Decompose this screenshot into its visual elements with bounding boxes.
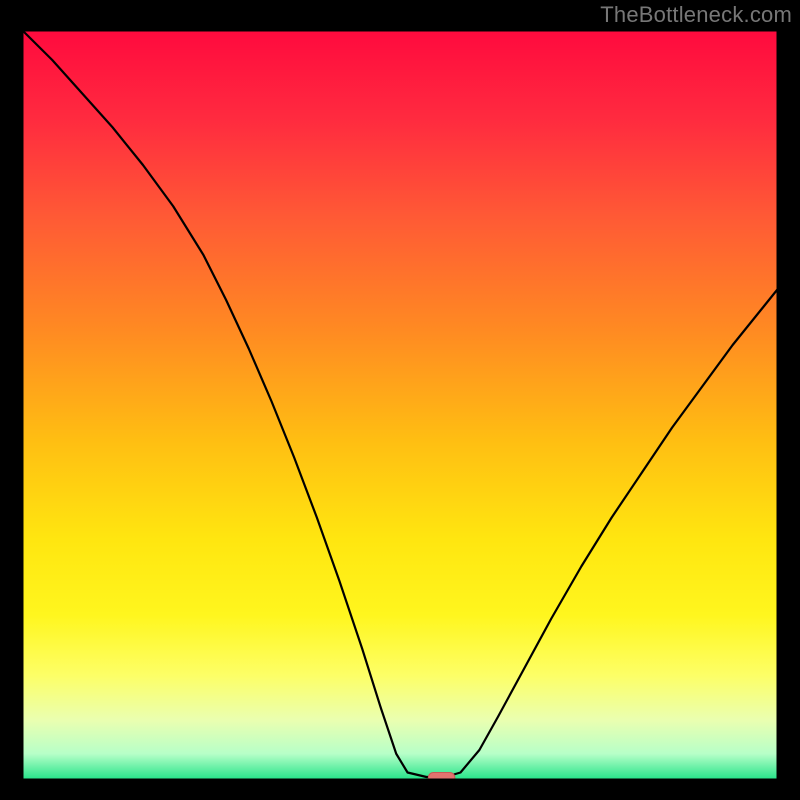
- plot-background: [22, 30, 778, 780]
- chart-frame: TheBottleneck.com: [0, 0, 800, 800]
- watermark-text: TheBottleneck.com: [600, 2, 792, 28]
- bottleneck-chart: [0, 0, 800, 800]
